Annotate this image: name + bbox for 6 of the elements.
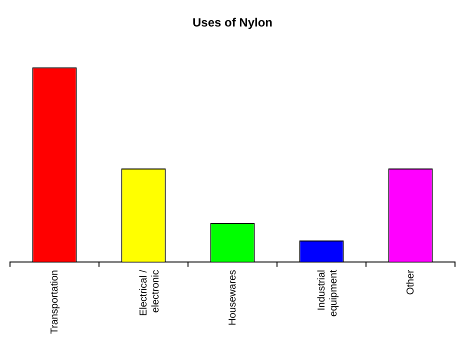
x-tick-label: Other <box>405 269 416 295</box>
x-tick-label: Transportation <box>49 270 60 334</box>
x-tick-label: Industrial equipment <box>316 270 340 317</box>
x-tick-label: Housewares <box>227 270 238 326</box>
x-tick-label: Electrical / electronic <box>138 270 162 316</box>
chart-title: Uses of Nylon <box>192 16 273 30</box>
